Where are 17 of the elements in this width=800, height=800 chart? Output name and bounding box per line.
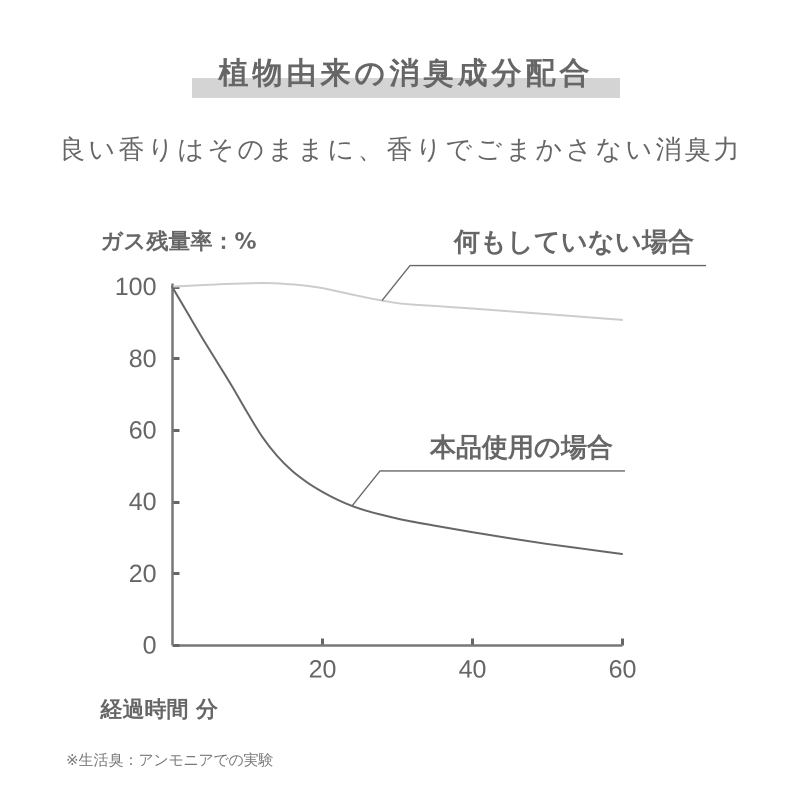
x-axis-title: 経過時間 分 bbox=[100, 698, 220, 722]
y-tick-label: 0 bbox=[142, 632, 156, 660]
y-tick-label: 60 bbox=[128, 416, 156, 444]
y-tick-label: 20 bbox=[128, 560, 156, 588]
text: 本品使用の場合 bbox=[429, 432, 613, 463]
line-series bbox=[171, 282, 623, 321]
y-tick-label: 100 bbox=[114, 273, 156, 302]
y-tick-label: 80 bbox=[128, 344, 156, 373]
x-tick-label: 40 bbox=[458, 656, 486, 684]
chart-subtitle: 良い香りはそのままに、香りでごまかさない消臭力 bbox=[60, 135, 742, 166]
y-axis-title: ガス残量率：% bbox=[100, 228, 257, 254]
x-tick-label: 60 bbox=[608, 656, 636, 684]
series-label: 何もしていない場合 bbox=[453, 228, 694, 258]
y-tick-label: 40 bbox=[128, 488, 156, 516]
text: ※生活臭：アンモニアでの実験 bbox=[66, 751, 274, 770]
chart-title: 植物由来の消臭成分配合 bbox=[218, 56, 594, 92]
x-tick-label: 20 bbox=[308, 656, 336, 684]
